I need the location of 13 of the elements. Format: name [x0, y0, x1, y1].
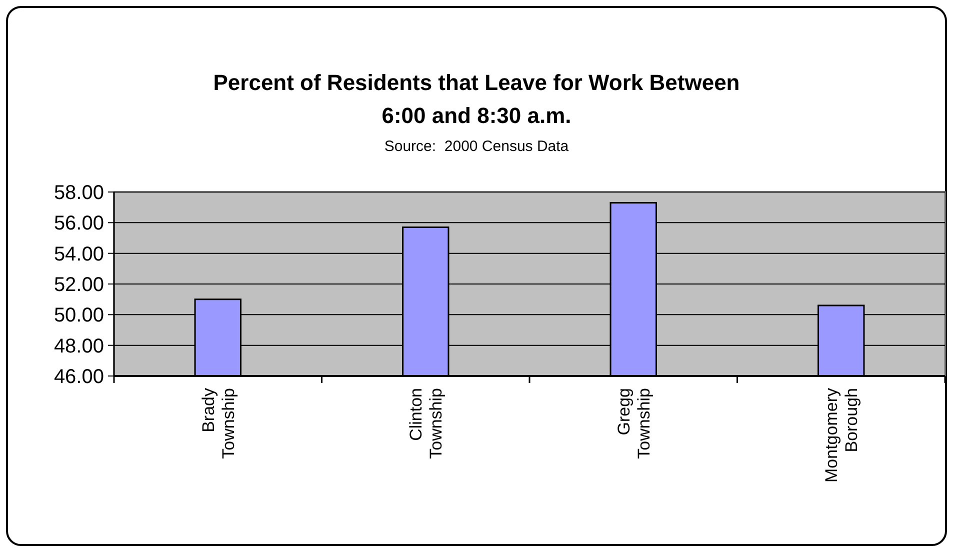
- x-tick-label: Gregg Township: [614, 388, 654, 459]
- y-tick-label: 56.00: [54, 212, 104, 235]
- y-tick-label: 54.00: [54, 243, 104, 266]
- x-tick-label: Clinton Township: [406, 388, 446, 459]
- chart-title: Percent of Residents that Leave for Work Between 6:00 and 8:30 a.m.: [213, 70, 740, 128]
- y-tick-label: 52.00: [54, 274, 104, 296]
- x-tick-label: Montgomery Borough: [822, 388, 862, 482]
- chart-subtitle: Source: 2000 Census Data: [384, 138, 570, 155]
- x-tick-label: Brady Township: [198, 388, 238, 459]
- y-tick-label: 58.00: [54, 182, 104, 204]
- y-tick-label: 48.00: [54, 335, 104, 358]
- y-tick-label: 46.00: [54, 366, 104, 388]
- y-tick-label: 50.00: [54, 304, 104, 327]
